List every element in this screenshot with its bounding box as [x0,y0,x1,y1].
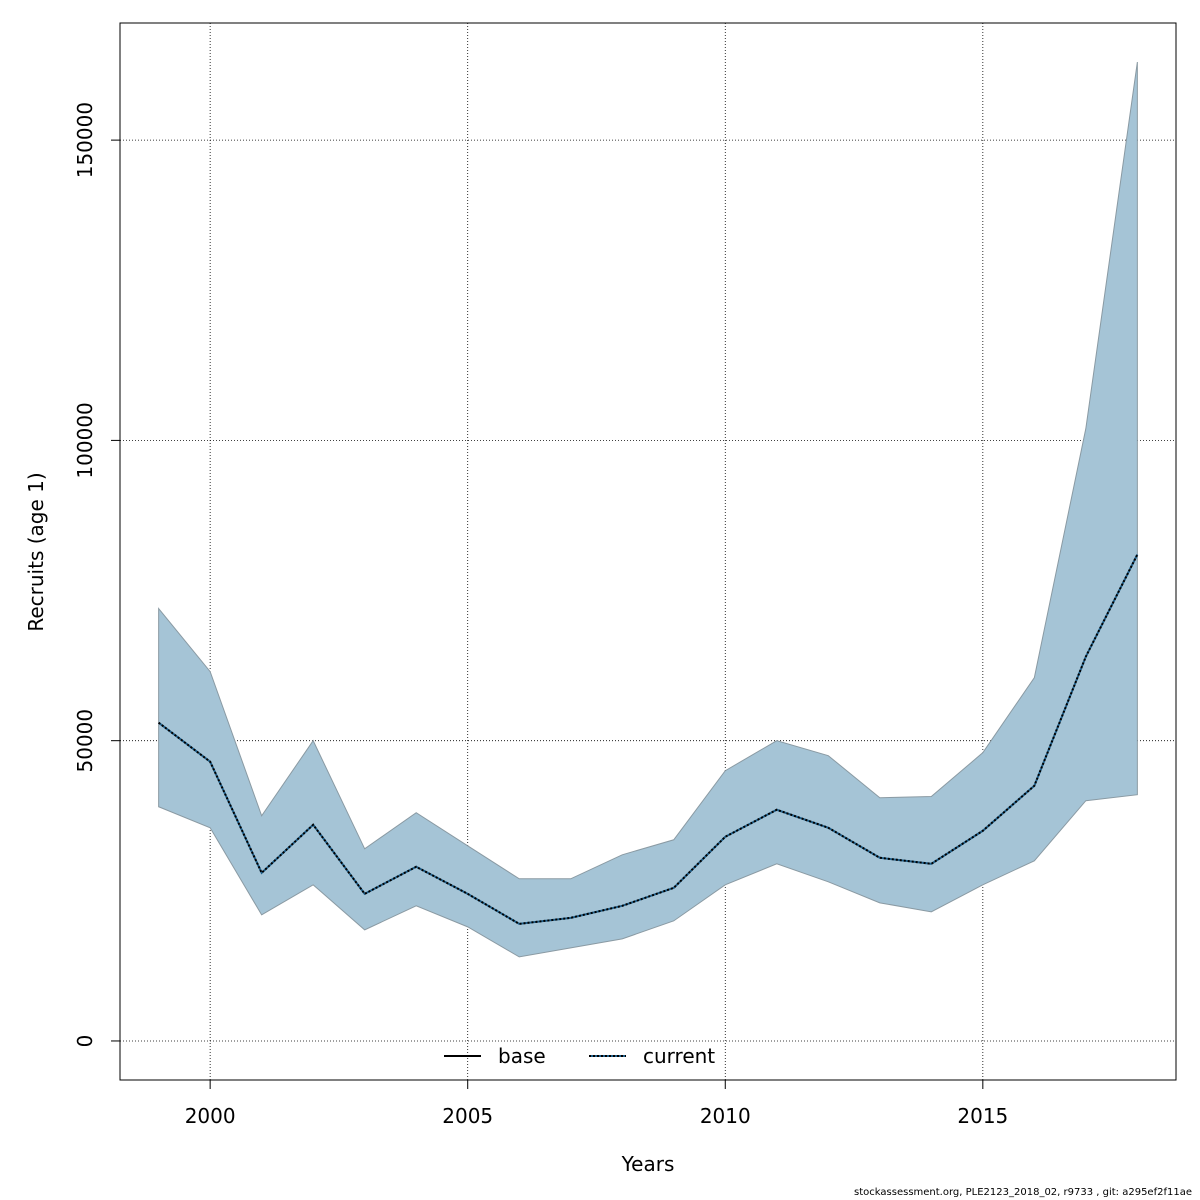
legend: base current [444,1044,715,1068]
confidence-band-layer [158,61,1138,958]
footnote: stockassessment.org, PLE2123_2018_02, r9… [854,1187,1192,1198]
legend-label-current: current [643,1044,715,1068]
x-tick-label: 2010 [700,1104,751,1128]
x-axis-title: Years [621,1152,675,1176]
legend-label-base: base [498,1044,546,1068]
y-tick-label: 100000 [73,402,97,478]
axis-ticks: 2000 2005 2010 2015 0 50000 100000 150000 [73,102,1008,1128]
current-line-accent [158,554,1139,925]
y-axis-title: Recruits (age 1) [24,472,48,631]
y-tick-label: 150000 [73,102,97,178]
y-tick-label: 50000 [73,709,97,773]
confidence-band [158,61,1138,958]
series-lines [158,554,1139,925]
plot-frame [119,22,1177,1081]
y-tick-label: 0 [73,1035,97,1048]
x-tick-label: 2000 [185,1104,236,1128]
x-tick-label: 2015 [957,1104,1008,1128]
x-tick-label: 2005 [442,1104,493,1128]
